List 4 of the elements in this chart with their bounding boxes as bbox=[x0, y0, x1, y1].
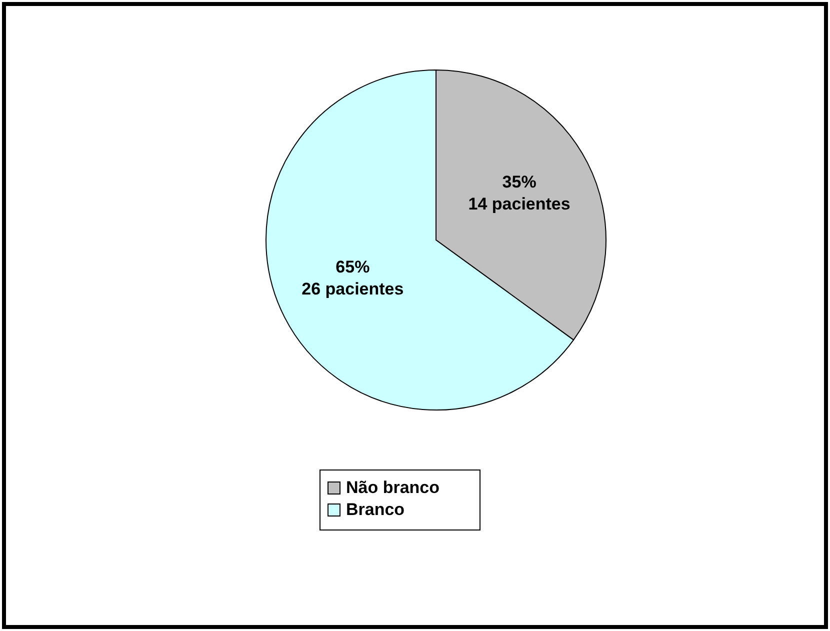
data-label: 35% 14 pacientes bbox=[468, 172, 570, 214]
legend-label: Branco bbox=[346, 500, 405, 519]
legend-label: Não branco bbox=[346, 478, 440, 497]
data-label: 65% 26 pacientes bbox=[302, 257, 404, 298]
